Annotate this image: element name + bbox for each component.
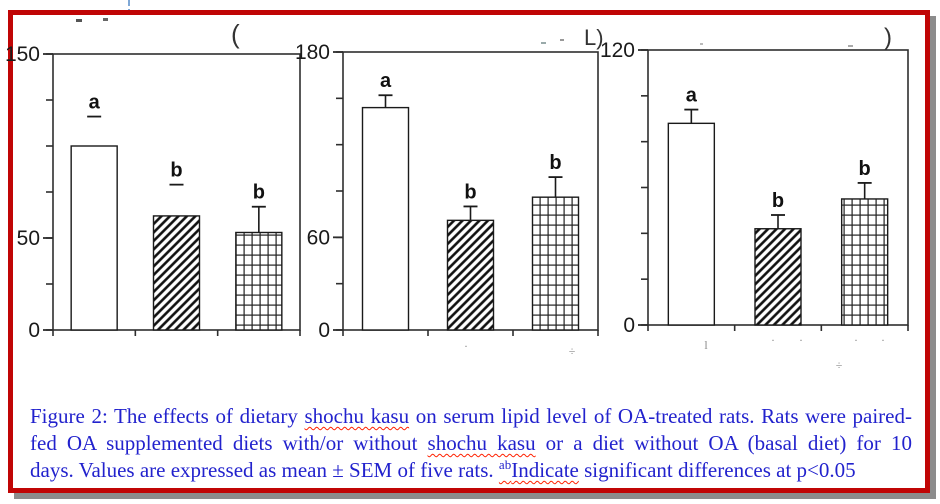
caption-text-segment: days. Values are expressed as mean ± SEM… [30,458,499,482]
cropped-x-label-remnant: ÷ [569,344,576,358]
significance-letter: a [89,92,101,114]
caption-text-segment: or a diet without OA (basal diet) for 10 [535,431,912,455]
caption-line: fed OA supplemented diets with/or withou… [30,430,912,457]
bar-chart-panel: 120 0 a b b) l · · · · ÷ [600,24,909,372]
superscript-marker: ab [498,457,512,472]
bar-plain [70,145,118,331]
y-axis-tick-label: 60 [307,226,330,249]
caption-line: Figure 2: The effects of dietary shochu … [30,403,912,430]
y-axis-tick-label: 120 [600,39,635,62]
y-axis-tick-label: 0 [623,314,635,337]
figure-canvas: 150 50 0 a b b (180 60 0 a b b L) · ÷ 120 0 a b b) l · · · · ÷ [5,18,909,372]
bar-plain [667,122,716,326]
y-axis-tick-label: 50 [17,227,40,250]
cropped-x-label-remnant: · [799,333,803,347]
caption-text-segment: significant differences at p<0.05 [578,458,856,482]
significance-letter: b [253,182,265,204]
y-axis-tick-label: 150 [5,43,40,66]
caption-line: days. Values are expressed as mean ± SEM… [30,457,912,484]
misspelled-word: shochu kasu [427,431,536,455]
bar-diagonal [754,228,802,326]
cropped-panel-mark: ( [231,19,240,49]
caption-text-segment: Figure 2: The effects of dietary [30,404,305,428]
bar-diagonal [152,215,201,331]
significance-letter: a [686,85,698,107]
caption-text-segment: on serum lipid level of OA-treated rats.… [409,404,912,428]
significance-letter: b [859,158,871,180]
misspelled-word: abIndicate [498,457,579,482]
y-axis-tick-label: 0 [28,319,40,342]
misspelled-word: shochu kasu [304,404,410,428]
bar-plain [361,106,410,331]
y-axis-tick-label: 0 [318,319,330,342]
cropped-x-label-remnant: · [854,333,858,347]
bar-grid [840,198,889,326]
scan-speck-artifacts [76,18,853,47]
y-axis-tick-label: 180 [295,41,330,64]
bar-grid [531,196,580,331]
cropped-x-label-remnant: · [464,339,468,353]
bar-chart-panel: 180 60 0 a b b L) · ÷ [295,25,604,358]
cropped-x-label-remnant: l [704,338,708,352]
bar-grid [235,231,283,331]
significance-letter: a [380,70,392,92]
bar-chart-panel: 150 50 0 a b b ( [5,19,301,342]
cropped-panel-mark: L) [584,25,604,50]
figure-caption: Figure 2: The effects of dietary shochu … [30,403,912,484]
cropped-x-label-remnant: ÷ [836,358,843,372]
bar-diagonal [446,219,495,331]
caption-text-segment: fed OA supplemented diets with/or withou… [30,431,428,455]
significance-letter: b [170,160,182,182]
cropped-panel-mark: ) [884,24,892,51]
significance-letter: b [549,152,561,174]
cropped-x-label-remnant: · [881,333,885,347]
cropped-x-label-remnant: · [771,333,775,347]
significance-letter: b [772,190,784,212]
significance-letter: b [464,181,476,203]
